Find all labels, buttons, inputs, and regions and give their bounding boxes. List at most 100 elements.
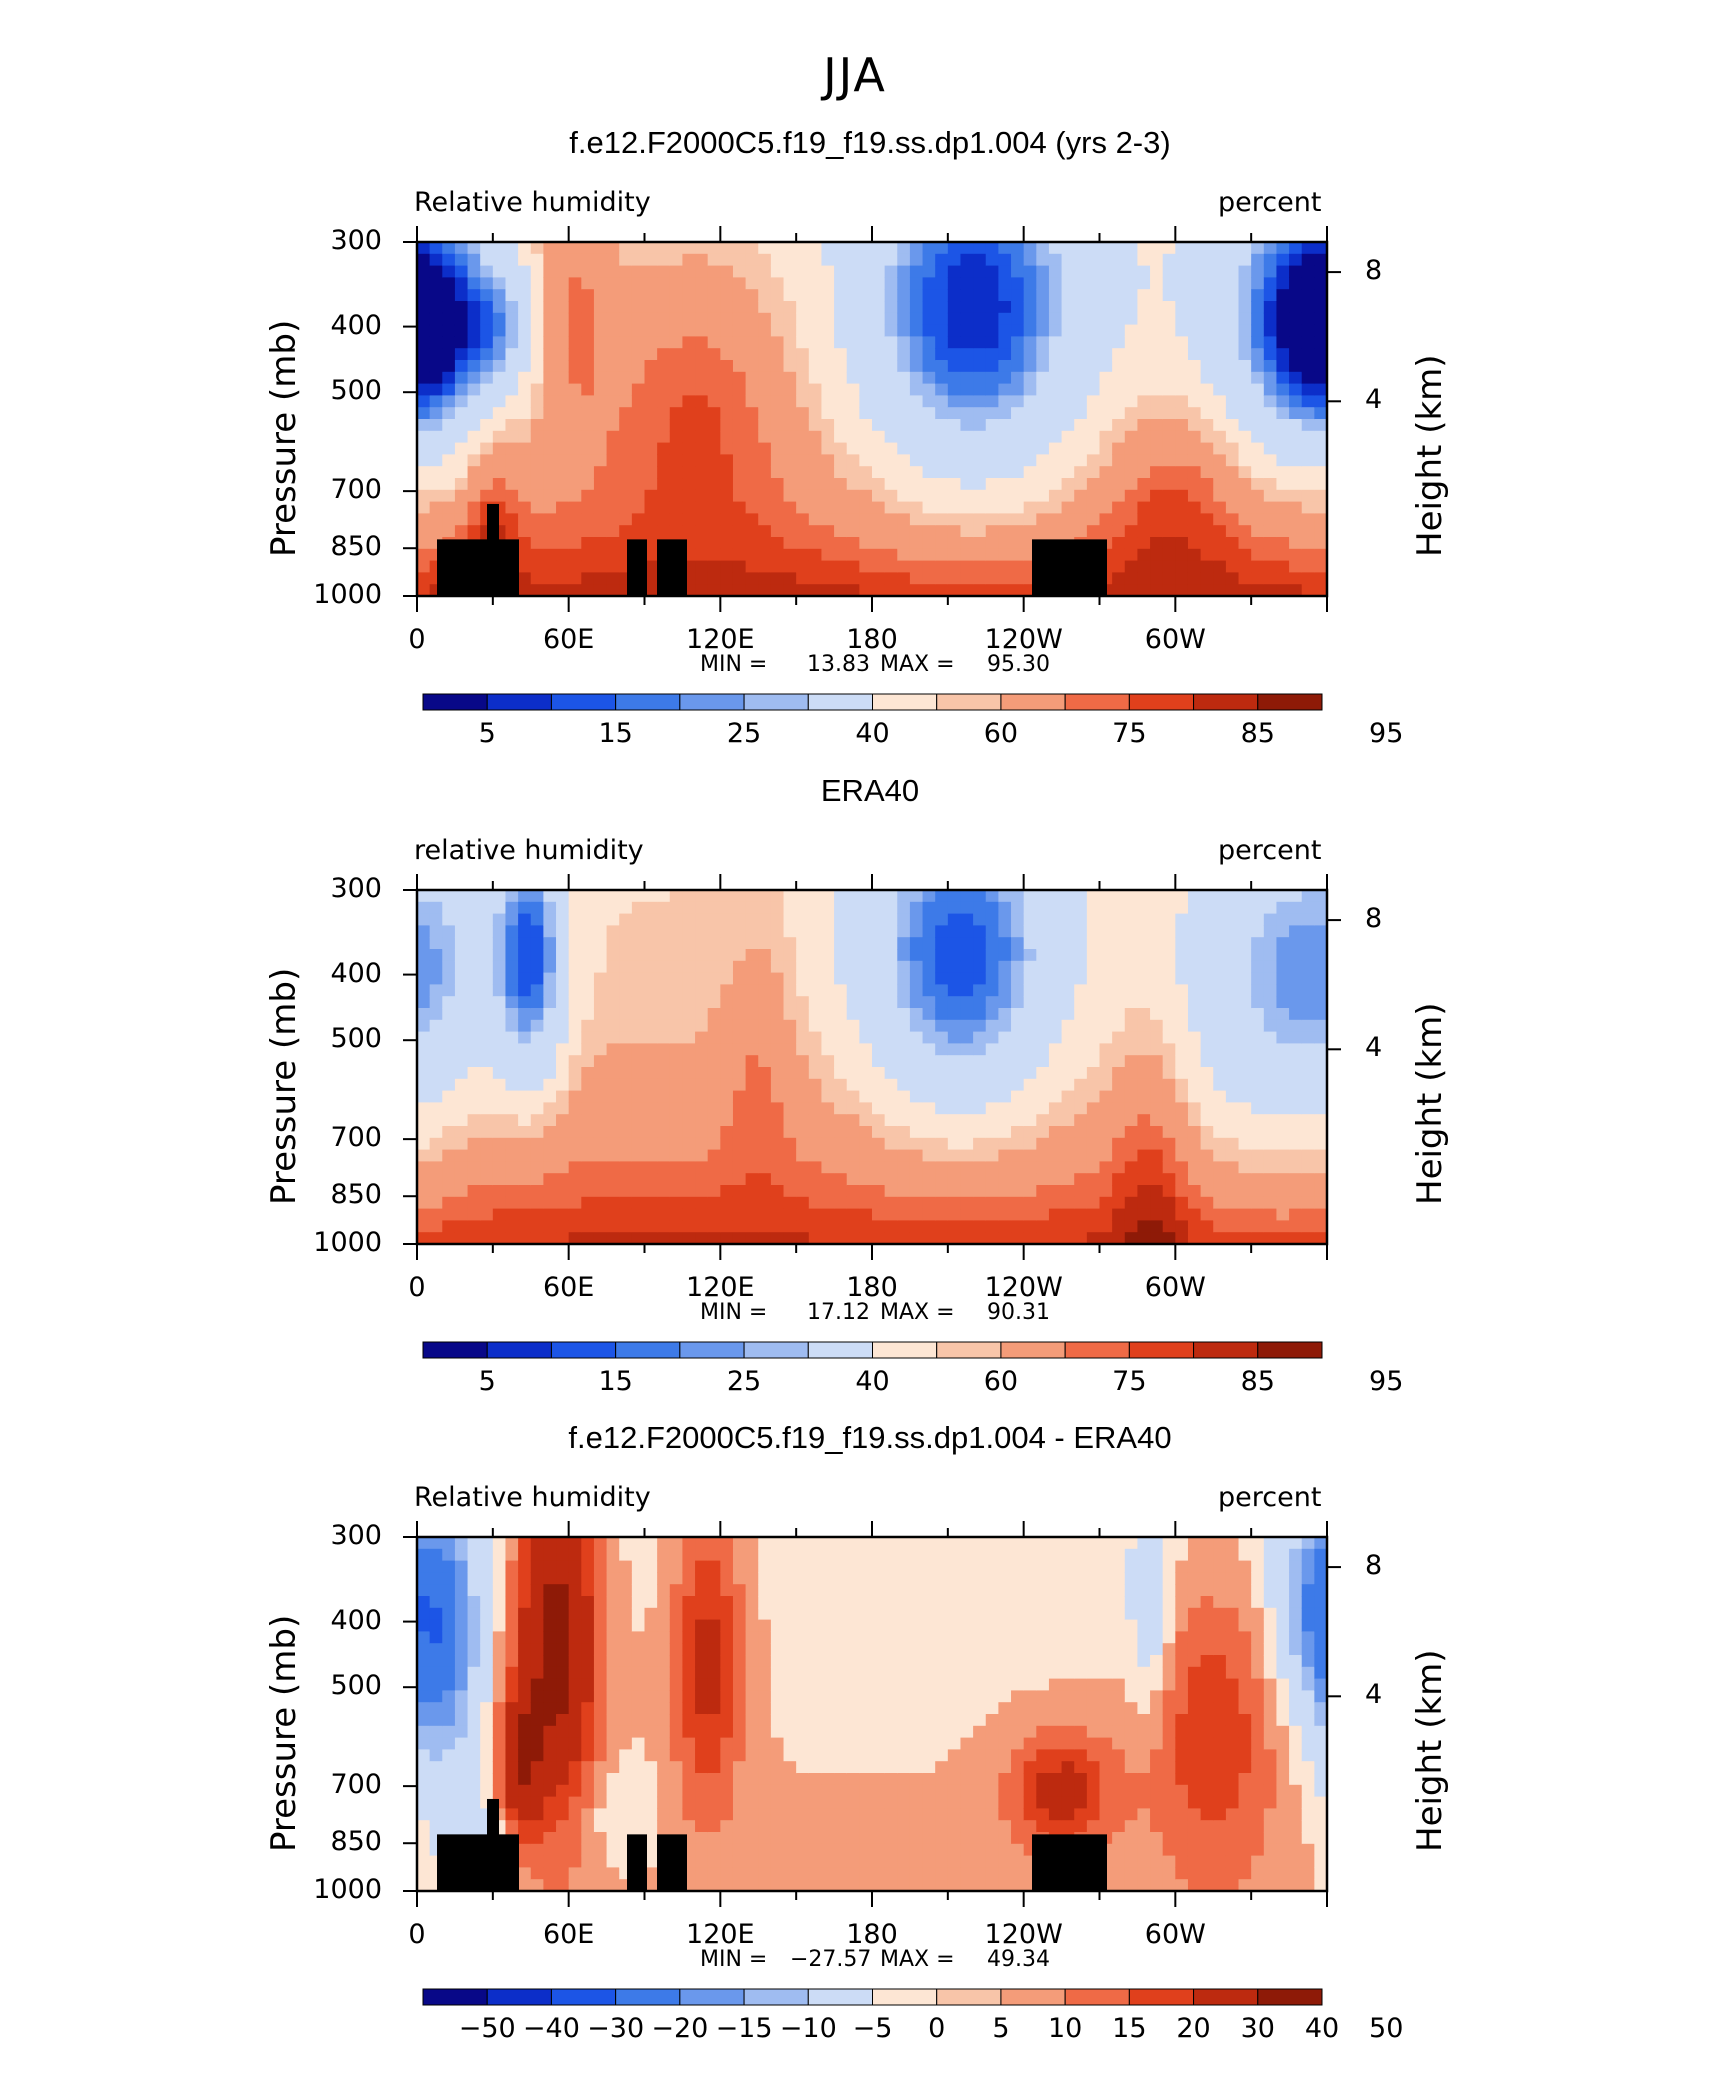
field-cell [518, 1820, 532, 1833]
field-cell [1301, 466, 1315, 479]
field-cell [707, 525, 721, 538]
field-cell [909, 1220, 924, 1233]
field-cell [429, 419, 443, 432]
field-cell [467, 972, 481, 985]
field-cell [783, 1008, 797, 1021]
field-cell [505, 1655, 519, 1668]
field-cell [846, 312, 860, 326]
field-cell [1238, 584, 1252, 597]
field-cell [518, 537, 532, 550]
field-cell [682, 1067, 696, 1080]
field-cell [707, 1137, 721, 1151]
field-cell [1112, 1067, 1126, 1080]
field-cell [581, 996, 595, 1009]
field-cell [884, 913, 898, 926]
colorbar-box [872, 1341, 938, 1359]
field-cell [960, 584, 974, 597]
field-cell [1162, 466, 1176, 479]
field-cell [518, 312, 532, 326]
field-cell [467, 312, 481, 326]
field-cell [454, 996, 469, 1009]
field-cell [1175, 1137, 1189, 1151]
field-cell [593, 1714, 608, 1727]
field-cell [695, 1149, 709, 1162]
field-cell [859, 1067, 873, 1080]
field-cell [1200, 1126, 1214, 1139]
field-cell [796, 972, 810, 985]
field-cell [935, 996, 949, 1009]
field-cell [1124, 242, 1139, 255]
field-cell [1150, 996, 1164, 1009]
field-cell [467, 242, 481, 255]
field-cell [1314, 454, 1328, 467]
field-cell [1162, 1185, 1176, 1198]
field-cell [783, 560, 797, 573]
field-cell [758, 301, 772, 314]
field-cell [1137, 430, 1151, 444]
field-cell [745, 972, 759, 985]
field-cell [543, 1019, 557, 1033]
field-cell [631, 972, 646, 985]
field-cell [480, 1678, 494, 1691]
field-cell [467, 454, 481, 467]
field-cell [1074, 1019, 1088, 1033]
field-cell [745, 513, 759, 526]
field-cell [695, 289, 709, 302]
field-cell [581, 383, 595, 396]
field-cell [808, 430, 823, 444]
field-cell [897, 972, 911, 985]
field-cell [808, 1031, 823, 1044]
field-cell [1048, 242, 1063, 255]
field-cell [947, 1185, 962, 1198]
field-cell [1086, 1126, 1101, 1139]
field-cell [1213, 1114, 1227, 1127]
field-cell [1213, 949, 1227, 962]
field-cell [1074, 253, 1088, 267]
field-cell [467, 1725, 481, 1739]
field-cell [909, 336, 924, 349]
field-cell [581, 371, 595, 385]
field-cell [442, 395, 456, 408]
field-cell [1301, 901, 1315, 915]
field-cell [1175, 525, 1189, 538]
field-cell [846, 1196, 860, 1210]
field-cell [606, 972, 620, 985]
field-cell [1187, 572, 1202, 585]
field-cell [695, 1114, 709, 1127]
field-cell [732, 1161, 747, 1174]
field-cell [492, 1161, 507, 1174]
field-cell [568, 1879, 582, 1892]
field-cell [796, 584, 810, 597]
field-cell [1225, 242, 1240, 255]
field-cell [1213, 572, 1227, 585]
field-cell [442, 489, 456, 503]
field-cell [998, 1031, 1012, 1044]
field-cell [1137, 1185, 1151, 1198]
field-cell [593, 1090, 608, 1103]
field-cell [467, 996, 481, 1009]
field-cell [859, 1161, 873, 1174]
field-cell [909, 265, 924, 278]
field-cell [442, 1031, 456, 1044]
field-cell [1301, 513, 1315, 526]
field-cell [745, 454, 759, 467]
field-cell [682, 336, 696, 349]
field-cell [1023, 984, 1037, 997]
field-cell [732, 407, 747, 420]
field-cell [644, 1114, 658, 1127]
field-cell [695, 489, 709, 503]
field-cell [1112, 1114, 1126, 1127]
field-cell [745, 383, 759, 396]
field-cell [518, 1655, 532, 1668]
field-cell [556, 1737, 570, 1750]
field-cell [808, 242, 823, 255]
field-cell [695, 984, 709, 997]
field-cell [1023, 949, 1037, 962]
field-cell [556, 1149, 570, 1162]
field-cell [745, 466, 759, 479]
field-cell [442, 301, 456, 314]
field-cell [644, 1832, 658, 1845]
field-cell [454, 1560, 469, 1573]
field-cell [1251, 1055, 1265, 1068]
field-cell [1036, 1173, 1050, 1186]
